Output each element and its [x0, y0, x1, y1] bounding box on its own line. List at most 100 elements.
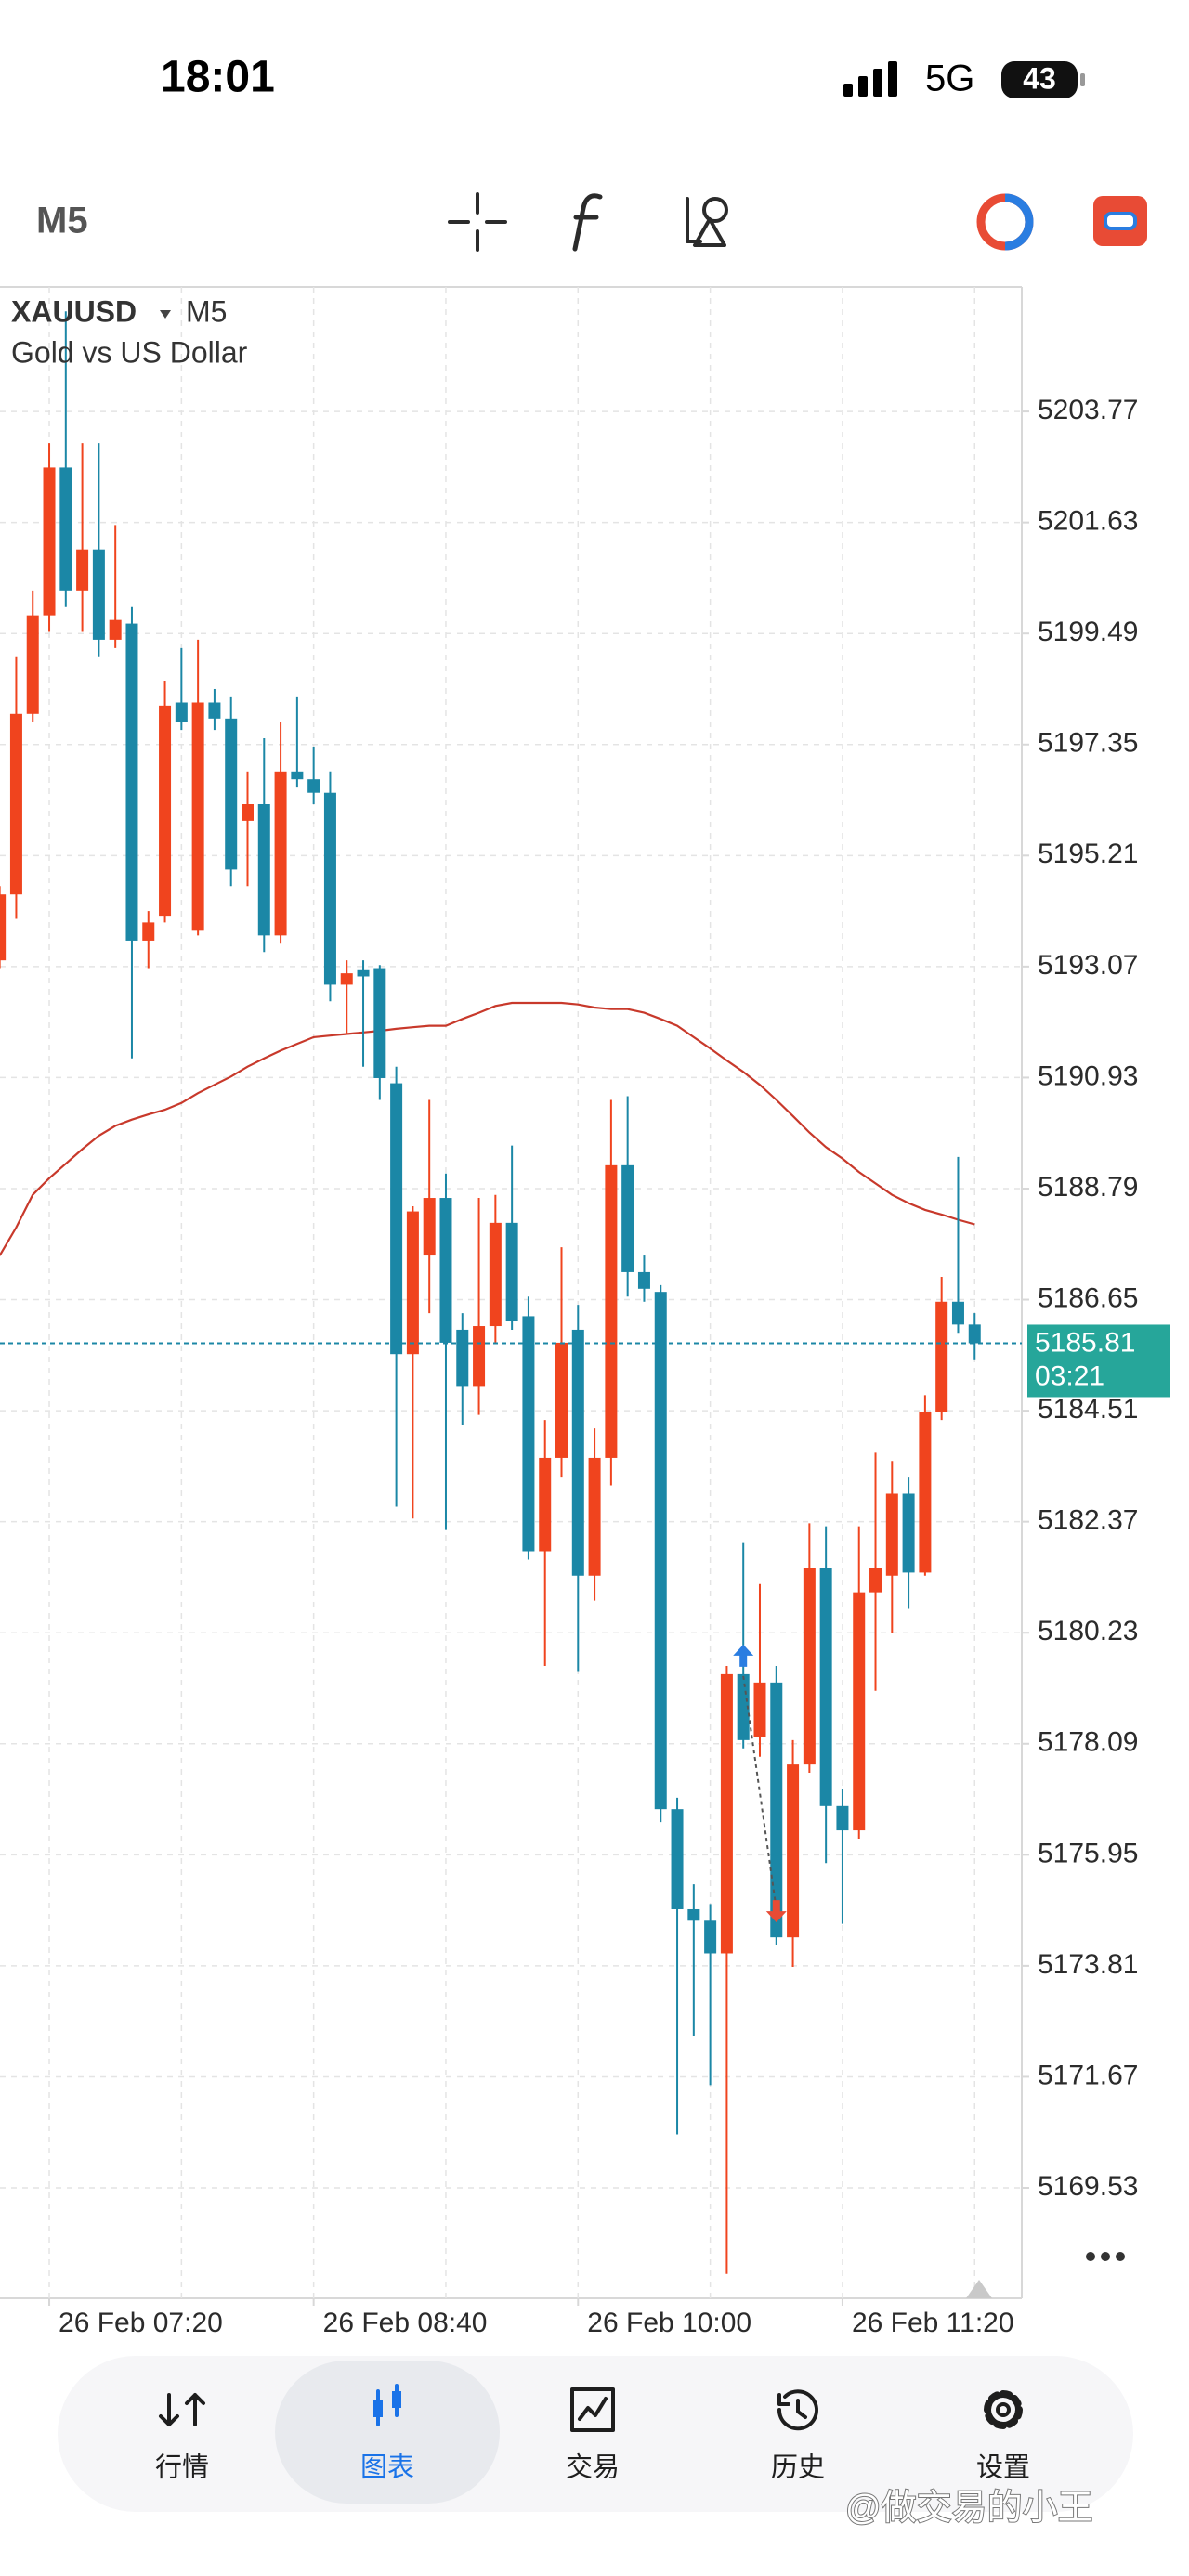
candle-body — [59, 467, 72, 591]
moving-average-line — [0, 1001, 975, 1256]
scroll-marker[interactable] — [966, 2280, 992, 2298]
y-tick-label: 5175.95 — [1038, 1838, 1138, 1868]
symbol-dropdown[interactable] — [160, 310, 171, 319]
candle-body — [522, 1316, 535, 1552]
icon-part — [392, 2391, 401, 2408]
nav-item[interactable]: 交易 — [566, 2387, 620, 2483]
sell-marker — [765, 1900, 787, 1923]
nav-item[interactable]: 设置 — [976, 2390, 1030, 2483]
candle-body — [225, 718, 238, 870]
candle-body — [555, 1342, 568, 1458]
candle-body — [423, 1198, 436, 1256]
candle-body — [274, 771, 287, 936]
candle-body — [340, 973, 353, 985]
y-tick-label: 5171.67 — [1038, 2060, 1138, 2090]
y-tick-label: 5193.07 — [1038, 950, 1138, 981]
y-tick-label: 5178.09 — [1038, 1727, 1138, 1758]
candle-body — [687, 1908, 700, 1921]
candle-body — [505, 1222, 518, 1322]
candle-body — [885, 1493, 898, 1576]
y-tick-label: 5173.81 — [1038, 1949, 1138, 1980]
candle-body — [753, 1682, 766, 1737]
y-tick-label: 5184.51 — [1038, 1394, 1138, 1425]
candle-body — [571, 1329, 584, 1576]
nav-label: 历史 — [771, 2452, 825, 2483]
nav-item[interactable]: 历史 — [771, 2389, 825, 2483]
current-price-label: 5185.81 — [1035, 1327, 1135, 1358]
nav-icon — [984, 2390, 1023, 2429]
candle-body — [291, 771, 304, 780]
candle-body — [654, 1292, 667, 1810]
candle-body — [803, 1568, 816, 1765]
trade-button[interactable] — [976, 193, 1034, 251]
indicators-button[interactable] — [572, 193, 603, 252]
y-tick-label: 5190.93 — [1038, 1060, 1138, 1091]
nav-item[interactable]: 图表 — [275, 2361, 500, 2504]
nav-item[interactable]: 行情 — [155, 2393, 209, 2483]
symbol[interactable]: XAUUSD — [11, 294, 137, 328]
icon-part — [987, 2394, 1019, 2426]
watermark: @做交易的小王 — [845, 2489, 1093, 2528]
candle-body — [242, 804, 254, 821]
more-button[interactable] — [1086, 2252, 1125, 2261]
y-tick-label: 5203.77 — [1038, 395, 1138, 425]
timeframe-button[interactable]: M5 — [36, 201, 88, 241]
candle-body — [770, 1682, 783, 1938]
candle-body — [819, 1568, 832, 1806]
nav-label: 设置 — [976, 2453, 1030, 2483]
crosshair-button[interactable] — [448, 192, 507, 252]
x-tick-label: 26 Feb 10:00 — [587, 2308, 751, 2338]
battery-level: 43 — [1023, 61, 1056, 95]
y-tick-label: 5186.65 — [1038, 1282, 1138, 1313]
trade-link — [742, 1675, 777, 1910]
candle-body — [26, 615, 39, 714]
candle-body — [836, 1805, 849, 1831]
nav-active-pill — [275, 2361, 500, 2504]
current-price-box — [1027, 1324, 1170, 1398]
candle-body — [605, 1164, 618, 1458]
candle-body — [307, 779, 320, 793]
y-tick-label: 5195.21 — [1038, 839, 1138, 869]
icon-part — [373, 2400, 383, 2417]
chart[interactable]: 5203.77 5201.63 5199.49 5197.35 5195.21 5193.… — [0, 286, 1170, 2338]
nav-icon — [373, 2384, 401, 2426]
x-tick-label: 26 Feb 11:20 — [852, 2308, 1014, 2338]
candle-body — [720, 1673, 733, 1954]
x-tick-label: 26 Feb 08:40 — [323, 2308, 488, 2338]
nav-icon — [570, 2387, 615, 2432]
candle-body — [853, 1592, 866, 1831]
candle-body — [621, 1164, 634, 1272]
candle-body — [439, 1198, 452, 1343]
candle-body — [489, 1222, 502, 1327]
candle-body — [968, 1324, 981, 1344]
buy-marker — [733, 1644, 754, 1667]
nav-icon — [777, 2389, 818, 2431]
candle-body — [159, 705, 172, 917]
candle-body — [704, 1920, 717, 1954]
chart-timeframe: M5 — [186, 294, 227, 328]
chart-header: XAUUSD M5 Gold vs US Dollar — [11, 294, 1125, 2298]
candle-body — [191, 702, 204, 931]
icon-part — [996, 2402, 1011, 2417]
icon-part — [159, 2393, 205, 2426]
candle-body — [142, 922, 155, 941]
candle-body — [109, 619, 122, 640]
x-tick-label: 26 Feb 07:20 — [59, 2308, 223, 2338]
candle-body — [787, 1764, 800, 1938]
status-time: 18:01 — [161, 53, 275, 102]
account-button[interactable] — [1093, 196, 1147, 246]
objects-button[interactable] — [686, 197, 728, 247]
candle-body — [390, 1083, 403, 1355]
candle-body — [737, 1673, 750, 1740]
y-tick-label: 5197.35 — [1038, 728, 1138, 759]
y-tick-label: 5169.53 — [1038, 2171, 1138, 2202]
candle-body — [43, 467, 56, 616]
candle-body — [373, 968, 386, 1078]
candle-body — [0, 894, 7, 961]
signal-icon — [843, 61, 897, 97]
candle-body — [671, 1809, 684, 1909]
candle-body — [539, 1457, 552, 1552]
nav-label: 行情 — [155, 2452, 209, 2483]
